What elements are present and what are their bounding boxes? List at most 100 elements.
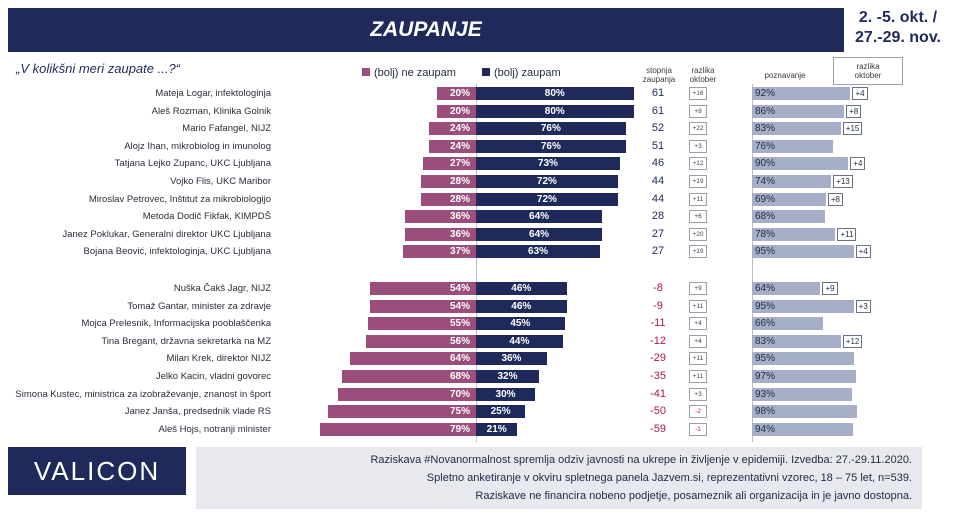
trust-level-value: -8 <box>653 282 663 294</box>
bar-trust: 76% <box>476 139 626 153</box>
bar-trust: 30% <box>476 387 536 401</box>
awareness-bar: 94% <box>752 422 853 436</box>
bar-distrust: 55% <box>367 317 476 331</box>
row-label: Alojz Ihan, mikrobiolog in imunolog <box>124 140 271 152</box>
trust-level-value: 44 <box>651 175 665 187</box>
awareness-bar: 97% <box>752 370 856 383</box>
trust-change-badge: +11 <box>689 299 707 313</box>
bar-trust: 64% <box>476 227 603 241</box>
trust-change-badge: +3 <box>689 139 707 153</box>
footer-note: Raziskava #Novanormalnost spremlja odziv… <box>196 447 922 509</box>
bar-distrust: 54% <box>369 282 476 295</box>
trust-level-value: 28 <box>651 210 665 223</box>
awareness-axis-line <box>752 84 753 442</box>
awareness-bar: 64% <box>752 282 821 295</box>
bar-distrust: 36% <box>405 227 476 241</box>
legend-item-pos: (bolj) zaupam <box>482 67 561 79</box>
awareness-change-badge: +8 <box>846 104 862 118</box>
awareness-change-badge: +9 <box>822 282 838 295</box>
bar-trust: 36% <box>476 352 547 366</box>
row-label: Tina Bregant, državna sekretarka na MZ <box>101 335 271 347</box>
bar-distrust: 28% <box>420 192 476 206</box>
row-label: Tomaž Gantar, minister za zdravje <box>127 300 271 312</box>
bar-trust: 72% <box>476 192 618 206</box>
header-razlika-poznavanje: razlika oktober <box>833 57 903 85</box>
bar-trust: 73% <box>476 157 620 171</box>
bar-trust: 64% <box>476 210 603 224</box>
awareness-change-badge: +8 <box>827 192 843 206</box>
row-label: Miroslav Petrovec, Inštitut za mikrobiol… <box>88 193 271 205</box>
row-label: Milan Krek, direktor NIJZ <box>166 353 271 365</box>
legend-item-neg: (bolj) ne zaupam <box>362 67 456 79</box>
bar-distrust: 70% <box>338 387 476 401</box>
row-label: Vojko Flis, UKC Maribor <box>170 176 271 187</box>
trust-level-value: -35 <box>650 370 666 382</box>
bar-distrust: 28% <box>420 175 476 188</box>
row-label: Aleš Rozman, Klinika Golnik <box>151 105 271 117</box>
date-range: 2. -5. okt. / 27.-29. nov. <box>848 8 948 48</box>
bar-trust: 21% <box>476 422 518 436</box>
bar-distrust: 20% <box>436 104 476 118</box>
awareness-bar: 76% <box>752 139 834 153</box>
trust-change-badge: +4 <box>689 334 707 348</box>
bar-trust: 72% <box>476 175 618 188</box>
row-label: Aleš Hojs, notranji minister <box>158 423 271 435</box>
awareness-change-badge: +4 <box>852 87 868 100</box>
bar-distrust: 64% <box>349 352 476 366</box>
trust-level-value: 44 <box>651 192 665 205</box>
footer-line-3: Raziskave ne financira nobeno podjetje, … <box>475 490 912 502</box>
awareness-change-badge: +11 <box>837 227 857 241</box>
awareness-bar: 98% <box>752 405 857 419</box>
row-label: Tatjana Lejko Zupanc, UKC Ljubljana <box>114 158 271 170</box>
awareness-bar: 74% <box>752 175 832 188</box>
date-line-2: 27.-29. nov. <box>855 29 941 46</box>
header-razlika2-line1: razlika <box>856 62 880 71</box>
trust-change-badge: -2 <box>689 405 707 419</box>
trust-change-badge: +12 <box>689 157 707 171</box>
trust-change-badge: +3 <box>689 387 707 401</box>
trust-level-value: 61 <box>651 87 665 99</box>
bar-trust: 46% <box>476 282 567 295</box>
row-label: Mojca Prelesnik, Informacijska pooblašče… <box>81 318 271 330</box>
title-bar: ZAUPANJE <box>8 8 844 52</box>
trust-level-value: -12 <box>650 334 666 347</box>
trust-level-value: -50 <box>650 405 666 418</box>
bar-trust: 46% <box>476 299 567 313</box>
bar-distrust: 24% <box>428 139 476 153</box>
chart-title: ZAUPANJE <box>370 18 482 41</box>
trust-level-value: -41 <box>650 387 666 400</box>
awareness-bar: 90% <box>752 157 849 171</box>
awareness-bar: 95% <box>752 299 854 313</box>
row-label: Bojana Beović, infektologinja, UKC Ljubl… <box>83 246 271 258</box>
awareness-bar: 93% <box>752 387 852 401</box>
bar-trust: 80% <box>476 104 634 118</box>
bar-trust: 44% <box>476 334 563 348</box>
bar-trust: 63% <box>476 245 601 259</box>
bar-trust: 32% <box>476 370 540 383</box>
trust-level-value: 52 <box>651 122 665 135</box>
trust-change-badge: +19 <box>689 175 707 188</box>
footer-line-2: Spletno anketiranje v okviru spletnega p… <box>426 472 912 484</box>
awareness-bar: 66% <box>752 317 823 331</box>
row-label: Metoda Dodič Fikfak, KIMPDŠ <box>142 211 271 223</box>
trust-change-badge: +16 <box>689 87 707 100</box>
trust-level-value: 27 <box>651 227 665 240</box>
bar-distrust: 37% <box>403 245 476 259</box>
logo-text: VALICON <box>33 456 161 486</box>
awareness-change-badge: +15 <box>842 122 863 136</box>
awareness-bar: 83% <box>752 334 841 348</box>
awareness-bar: 68% <box>752 210 825 224</box>
trust-change-badge: +19 <box>689 245 707 259</box>
row-label: Mateja Logar, infektologinja <box>155 88 271 99</box>
bar-distrust: 79% <box>320 422 476 436</box>
bar-distrust: 68% <box>342 370 476 383</box>
trust-change-badge: +20 <box>689 227 707 241</box>
trust-change-badge: +11 <box>689 192 707 206</box>
trust-change-badge: +11 <box>689 370 707 383</box>
bar-distrust: 20% <box>436 87 476 100</box>
bar-distrust: 56% <box>365 334 476 348</box>
legend-swatch-pos <box>482 68 490 76</box>
header-stopnja: stopnja zaupanja <box>636 66 682 84</box>
bar-distrust: 54% <box>369 299 476 313</box>
awareness-bar: 78% <box>752 227 836 241</box>
